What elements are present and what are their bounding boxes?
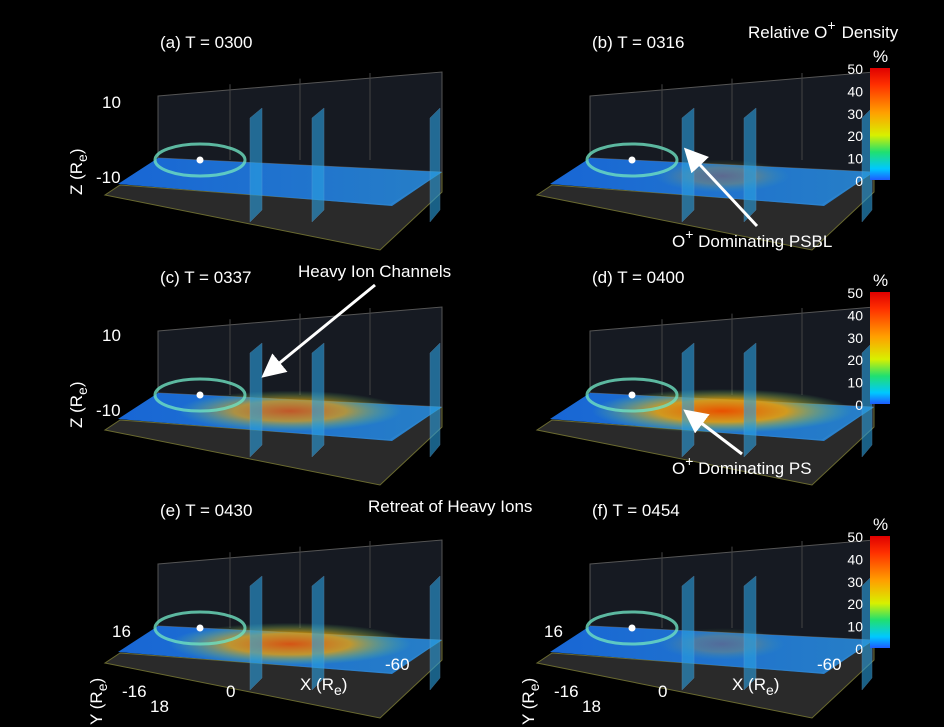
axis-close: ) bbox=[519, 678, 538, 684]
colorbar-tick: 40 bbox=[847, 83, 863, 99]
axis-sub: e bbox=[74, 387, 90, 395]
axis-name: Z (R bbox=[67, 162, 86, 195]
colorbar-unit: % bbox=[873, 515, 888, 534]
x-tick: 0 bbox=[226, 682, 235, 701]
slice bbox=[250, 576, 262, 690]
x-tick: 18 bbox=[582, 697, 601, 716]
axis-name: X (R bbox=[732, 675, 766, 694]
earth bbox=[197, 625, 204, 632]
slice bbox=[312, 576, 324, 690]
panel-scene bbox=[105, 540, 442, 718]
axis-close: ) bbox=[87, 678, 106, 684]
z-tick: -10 bbox=[96, 401, 121, 420]
panel-label: (b) T = 0316 bbox=[592, 33, 684, 52]
panel-scene bbox=[105, 307, 442, 485]
axis-sub: e bbox=[74, 154, 90, 162]
slice bbox=[312, 108, 324, 222]
y-tick: -16 bbox=[122, 682, 147, 701]
slice bbox=[250, 108, 262, 222]
z-tick: -10 bbox=[96, 168, 121, 187]
axis-sub: e bbox=[334, 682, 342, 698]
colorbar-tick: 30 bbox=[847, 330, 863, 346]
slice bbox=[744, 343, 756, 457]
panel-scene bbox=[537, 540, 874, 718]
axis-close: ) bbox=[774, 675, 780, 694]
axis-close: ) bbox=[67, 148, 86, 154]
slice bbox=[744, 576, 756, 690]
heavy-ion-region bbox=[660, 628, 785, 660]
colorbar-tick: 30 bbox=[847, 574, 863, 590]
z-axis-title: Z (Re) bbox=[67, 148, 90, 195]
annotation: Heavy Ion Channels bbox=[298, 262, 451, 281]
axis-name: X (R bbox=[300, 675, 334, 694]
colorbar-tick: 10 bbox=[847, 375, 863, 391]
panel-scene bbox=[537, 72, 874, 250]
x-tick: 18 bbox=[150, 697, 169, 716]
colorbar-tick: 0 bbox=[855, 641, 863, 657]
earth bbox=[629, 157, 636, 164]
colorbar-tick: 50 bbox=[847, 285, 863, 301]
colorbar bbox=[870, 68, 890, 180]
earth bbox=[629, 625, 636, 632]
axis-close: ) bbox=[67, 381, 86, 387]
earth bbox=[197, 157, 204, 164]
slice bbox=[312, 343, 324, 457]
z-axis-title: Z (Re) bbox=[67, 381, 90, 428]
colorbar-tick: 0 bbox=[855, 173, 863, 189]
axis-sub: e bbox=[526, 683, 542, 691]
slice bbox=[744, 108, 756, 222]
colorbar-tick: 40 bbox=[847, 551, 863, 567]
y-axis-title: Y (Re) bbox=[87, 678, 110, 725]
axis-name: Z (R bbox=[67, 395, 86, 428]
colorbar-tick: 30 bbox=[847, 106, 863, 122]
panel-label: (a) T = 0300 bbox=[160, 33, 252, 52]
slice bbox=[430, 343, 440, 457]
x-tick: -60 bbox=[385, 655, 410, 674]
slice bbox=[430, 108, 440, 222]
x-tick: 0 bbox=[658, 682, 667, 701]
slice bbox=[682, 576, 694, 690]
y-tick: 16 bbox=[544, 622, 563, 641]
colorbar-tick: 50 bbox=[847, 61, 863, 77]
panel-label: (d) T = 0400 bbox=[592, 268, 684, 287]
earth bbox=[197, 392, 204, 399]
legend-title: Relative O+Density bbox=[748, 17, 899, 42]
slice bbox=[430, 576, 440, 690]
colorbar bbox=[870, 292, 890, 404]
axis-sub: e bbox=[766, 682, 774, 698]
colorbar-tick: 0 bbox=[855, 397, 863, 413]
y-tick: 16 bbox=[112, 622, 131, 641]
colorbar-unit: % bbox=[873, 271, 888, 290]
colorbar-tick: 20 bbox=[847, 128, 863, 144]
axis-close: ) bbox=[342, 675, 348, 694]
slice bbox=[682, 343, 694, 457]
colorbar-tick: 40 bbox=[847, 307, 863, 323]
panel-label: (c) T = 0337 bbox=[160, 268, 252, 287]
panel-label: (e) T = 0430 bbox=[160, 501, 252, 520]
colorbar bbox=[870, 536, 890, 648]
x-tick: -60 bbox=[817, 655, 842, 674]
colorbar-tick: 50 bbox=[847, 529, 863, 545]
y-axis-title: Y (Re) bbox=[519, 678, 542, 725]
panel-scene bbox=[105, 72, 442, 250]
slice bbox=[682, 108, 694, 222]
panel-label: (f) T = 0454 bbox=[592, 501, 680, 520]
axis-sub: e bbox=[94, 683, 110, 691]
earth bbox=[629, 392, 636, 399]
colorbar-tick: 20 bbox=[847, 352, 863, 368]
z-tick: 10 bbox=[102, 93, 121, 112]
axis-name: Y (R bbox=[87, 691, 106, 725]
axis-name: Y (R bbox=[519, 691, 538, 725]
colorbar-tick: 10 bbox=[847, 619, 863, 635]
colorbar-unit: % bbox=[873, 47, 888, 66]
colorbar-tick: 20 bbox=[847, 596, 863, 612]
annotation: Retreat of Heavy Ions bbox=[368, 497, 532, 516]
colorbar-tick: 10 bbox=[847, 151, 863, 167]
page: Relative O+Density Heavy Ion Channels O+… bbox=[0, 0, 944, 727]
slice bbox=[250, 343, 262, 457]
z-tick: 10 bbox=[102, 326, 121, 345]
figure: Relative O+Density Heavy Ion Channels O+… bbox=[0, 0, 944, 727]
y-tick: -16 bbox=[554, 682, 579, 701]
